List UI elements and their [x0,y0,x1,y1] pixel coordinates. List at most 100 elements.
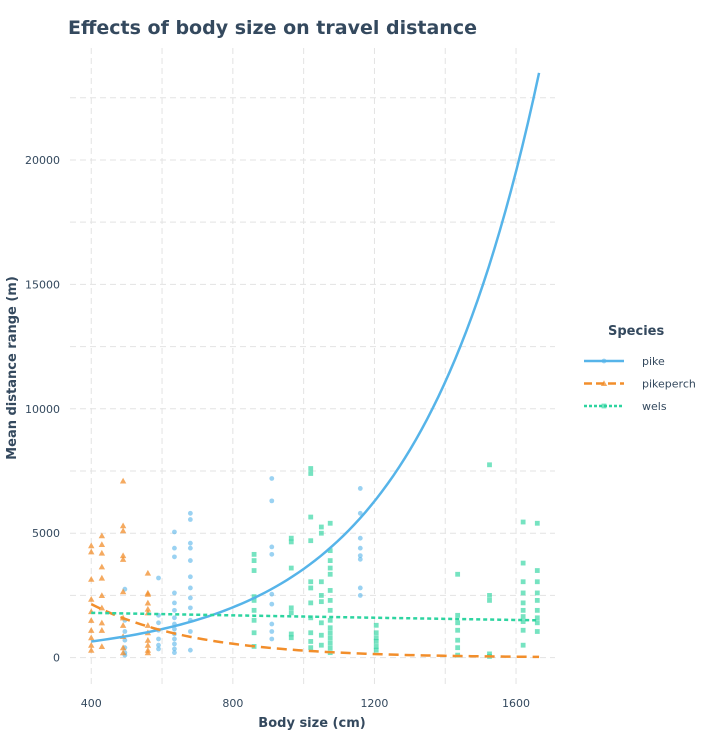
wels-trend-line [91,611,540,622]
pike-point [172,607,177,613]
wels-point [327,625,333,631]
pike-point [269,601,275,607]
wels-point [520,590,526,596]
wels-point [455,612,461,618]
pikeperch-point [98,549,106,556]
pikeperch-point [119,644,127,651]
x-axis-ticks: 400 800 1200 1600 [81,697,530,710]
pikeperch-point [88,542,95,549]
wels-point [534,629,540,634]
pikeperch-point [98,627,106,633]
pike-point [187,510,193,516]
pike-point [357,545,363,551]
wels-point [534,579,540,585]
pikeperch-point [144,622,152,628]
pikeperch-point [119,527,127,534]
wels-point [318,530,324,536]
pikeperch-point [119,649,127,656]
wels-point [373,622,379,628]
wels-point [288,539,294,545]
pikeperch-point [119,588,127,595]
pikeperch-point [98,532,106,539]
y-tick-label: 20000 [25,154,60,167]
pikeperch-point [119,522,127,529]
wels-point [327,597,333,603]
pike-point [187,605,193,611]
pike-point [269,636,275,642]
wels-point [373,630,379,636]
wels-point [520,560,526,566]
pike-point [269,476,275,481]
pikeperch-point [119,622,127,628]
wels-point [534,590,540,596]
wels-point [455,571,461,577]
wels-point [308,639,314,644]
wels-point [520,519,526,525]
trend-lines [90,72,541,659]
legend-label-wels: wels [642,400,667,413]
pikeperch-point [88,548,95,555]
pike-point [172,600,177,606]
wels-point [318,632,324,638]
legend-label-pike: pike [642,355,665,368]
legend-item-wels: wels [584,400,667,413]
wels-point [455,637,461,643]
wels-point [455,620,461,626]
wels-point [308,471,314,476]
wels-point [534,568,540,573]
pike-point [187,517,193,522]
pikeperch-point [144,590,152,597]
wels-point [520,642,526,648]
wels-point [327,548,333,554]
legend-title: Species [608,324,664,339]
wels-point [327,565,333,571]
pike-point [172,590,177,596]
pike-point [156,620,161,626]
pikeperch-point [119,552,127,559]
pikeperch-point [119,477,127,484]
wels-point [487,593,492,598]
pike-point [172,529,177,535]
wels-point [288,565,294,571]
wels-point [520,619,526,624]
pike-point [122,629,128,634]
pikeperch-point [144,605,152,612]
pike-point [187,629,193,634]
pikeperch-point [98,643,106,649]
y-tick-label: 0 [53,652,60,665]
legend-item-pikeperch: pikeperch [584,378,696,391]
series-pikeperch-points [88,477,152,656]
pikeperch-point [98,574,106,581]
pike-point [187,647,193,653]
pike-point [172,626,177,632]
pike-point [156,646,161,652]
pikeperch-point [88,646,95,653]
pike-point [156,575,161,581]
wels-point [373,644,379,649]
wels-point [520,600,526,606]
pike-point [172,636,177,642]
wels-point [327,645,333,651]
wels-point [251,597,257,603]
wels-point [308,579,314,585]
pike-point [187,585,193,591]
x-tick-label: 800 [222,697,243,710]
pike-point [172,545,177,551]
y-axis-ticks: 0 5000 10000 15000 20000 [25,154,60,665]
wels-point [534,520,540,526]
pike-point [187,545,193,551]
wels-point [288,631,294,637]
pikeperch-point [88,617,95,623]
pikeperch-point [98,563,106,570]
pike-point [269,629,275,634]
pike-point [187,540,193,546]
wels-point [455,627,461,633]
wels-point [318,599,324,605]
pike-point [357,556,363,562]
pikeperch-point [88,576,95,582]
y-tick-label: 15000 [25,278,60,291]
wels-point [534,597,540,603]
pikeperch-point [144,649,152,656]
legend-marker-pikeperch [600,380,608,387]
